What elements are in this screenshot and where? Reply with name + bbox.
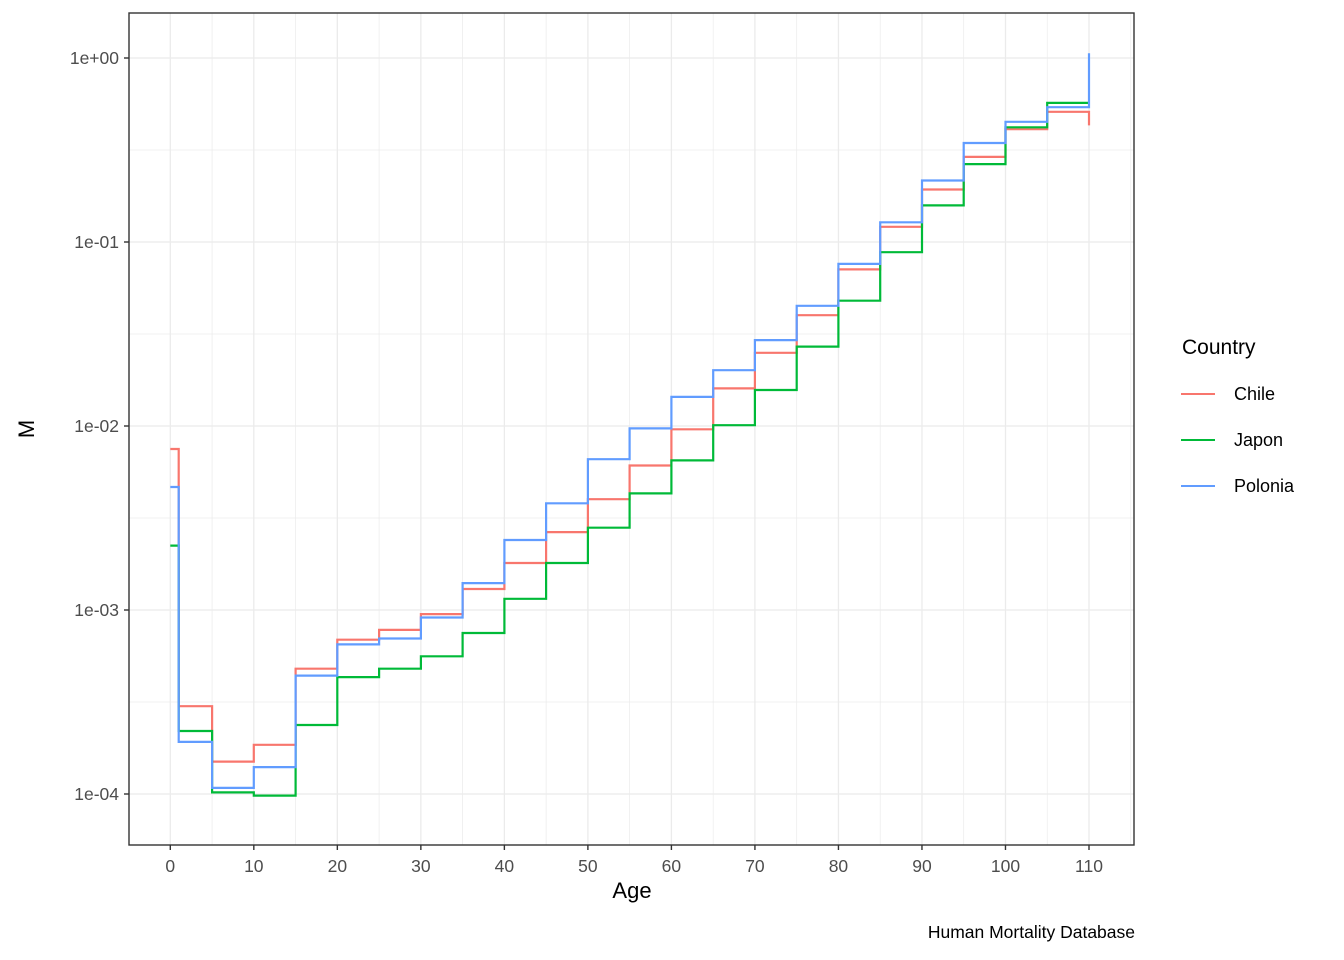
legend-item-chile: Chile — [1181, 382, 1294, 406]
x-tick-label: 90 — [912, 856, 932, 876]
legend-key-line-japon — [1181, 439, 1215, 441]
x-tick-label: 100 — [991, 856, 1020, 876]
x-tick-label: 110 — [1075, 856, 1103, 876]
legend-key-line-chile — [1181, 393, 1215, 395]
x-tick-label: 40 — [495, 856, 515, 876]
x-tick-label: 0 — [165, 856, 175, 876]
y-tick-label: 1e-02 — [74, 416, 119, 436]
x-tick-label: 70 — [745, 856, 765, 876]
legend-item-polonia: Polonia — [1181, 474, 1294, 498]
legend: Country Chile Japon Polonia — [1181, 336, 1294, 520]
x-tick-label: 10 — [244, 856, 264, 876]
x-tick-label: 30 — [411, 856, 431, 876]
caption: Human Mortality Database — [927, 922, 1135, 942]
x-tick-label: 20 — [328, 856, 348, 876]
x-tick-label: 80 — [829, 856, 849, 876]
y-tick-label: 1e-03 — [74, 600, 119, 620]
y-tick-label: 1e-01 — [74, 232, 119, 252]
x-tick-label: 60 — [662, 856, 682, 876]
legend-label-polonia: Polonia — [1234, 475, 1295, 496]
legend-key-line-polonia — [1181, 485, 1215, 487]
y-tick-label: 1e+00 — [70, 48, 119, 68]
y-axis-title: M — [14, 419, 39, 439]
legend-item-japon: Japon — [1181, 428, 1294, 452]
y-tick-label: 1e-04 — [74, 784, 119, 804]
x-axis-title: Age — [612, 878, 652, 903]
legend-title: Country — [1182, 336, 1256, 359]
series-line-polonia — [170, 53, 1091, 789]
panel-border — [128, 12, 1135, 846]
legend-label-chile: Chile — [1234, 383, 1276, 404]
legend-label-japon: Japon — [1234, 429, 1284, 450]
x-tick-label: 50 — [578, 856, 598, 876]
